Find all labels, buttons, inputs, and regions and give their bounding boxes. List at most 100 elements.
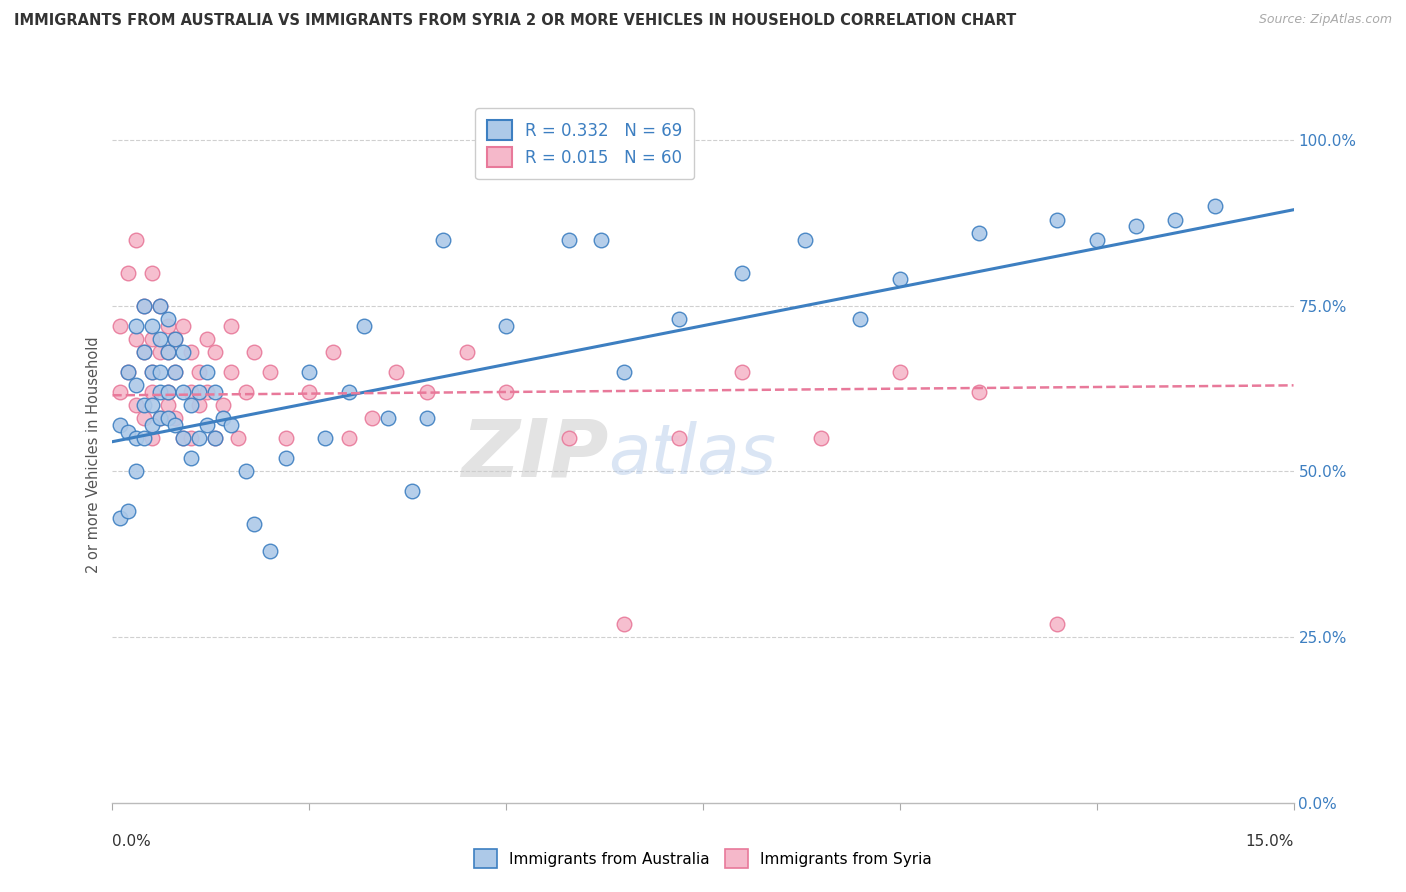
Point bbox=[132, 411, 155, 425]
Point bbox=[132, 345, 155, 359]
Point bbox=[377, 411, 399, 425]
Point bbox=[141, 266, 163, 280]
Point bbox=[298, 384, 321, 399]
Point bbox=[110, 318, 132, 333]
Point bbox=[165, 365, 187, 379]
Point bbox=[731, 266, 754, 280]
Point bbox=[149, 411, 172, 425]
Point bbox=[613, 365, 636, 379]
Point bbox=[180, 398, 202, 412]
Point bbox=[172, 345, 194, 359]
Point bbox=[456, 345, 478, 359]
Point bbox=[259, 365, 281, 379]
Point bbox=[141, 332, 163, 346]
Point bbox=[322, 345, 344, 359]
Point bbox=[195, 332, 218, 346]
Point bbox=[180, 345, 202, 359]
Point bbox=[125, 465, 148, 479]
Point bbox=[243, 517, 266, 532]
Point bbox=[219, 418, 242, 433]
Point bbox=[141, 398, 163, 412]
Point bbox=[188, 365, 211, 379]
Point bbox=[188, 398, 211, 412]
Point bbox=[1046, 616, 1069, 631]
Point bbox=[172, 431, 194, 445]
Point bbox=[165, 332, 187, 346]
Point bbox=[110, 511, 132, 525]
Point bbox=[172, 431, 194, 445]
Point bbox=[117, 365, 139, 379]
Point bbox=[188, 384, 211, 399]
Point bbox=[149, 332, 172, 346]
Point bbox=[810, 431, 832, 445]
Point bbox=[1204, 199, 1226, 213]
Point bbox=[180, 431, 202, 445]
Point bbox=[156, 318, 179, 333]
Point bbox=[141, 431, 163, 445]
Point bbox=[117, 504, 139, 518]
Point bbox=[235, 465, 257, 479]
Legend: R = 0.332   N = 69, R = 0.015   N = 60: R = 0.332 N = 69, R = 0.015 N = 60 bbox=[475, 109, 695, 179]
Point bbox=[125, 332, 148, 346]
Point bbox=[156, 384, 179, 399]
Point bbox=[967, 226, 990, 240]
Point bbox=[132, 299, 155, 313]
Point bbox=[1046, 212, 1069, 227]
Point bbox=[211, 411, 233, 425]
Point bbox=[156, 312, 179, 326]
Point bbox=[219, 365, 242, 379]
Point bbox=[1085, 233, 1108, 247]
Point bbox=[149, 411, 172, 425]
Point bbox=[195, 384, 218, 399]
Point bbox=[141, 418, 163, 433]
Point bbox=[967, 384, 990, 399]
Point bbox=[125, 398, 148, 412]
Point bbox=[228, 431, 250, 445]
Point bbox=[165, 365, 187, 379]
Text: atlas: atlas bbox=[609, 421, 776, 489]
Point bbox=[141, 365, 163, 379]
Point bbox=[416, 384, 439, 399]
Point bbox=[156, 345, 179, 359]
Legend: Immigrants from Australia, Immigrants from Syria: Immigrants from Australia, Immigrants fr… bbox=[467, 841, 939, 875]
Text: IMMIGRANTS FROM AUSTRALIA VS IMMIGRANTS FROM SYRIA 2 OR MORE VEHICLES IN HOUSEHO: IMMIGRANTS FROM AUSTRALIA VS IMMIGRANTS … bbox=[14, 13, 1017, 29]
Point bbox=[149, 365, 172, 379]
Point bbox=[558, 233, 581, 247]
Point bbox=[1125, 219, 1147, 234]
Text: 15.0%: 15.0% bbox=[1246, 834, 1294, 849]
Point bbox=[165, 332, 187, 346]
Point bbox=[172, 384, 194, 399]
Point bbox=[204, 431, 226, 445]
Point bbox=[125, 318, 148, 333]
Point bbox=[117, 425, 139, 439]
Y-axis label: 2 or more Vehicles in Household: 2 or more Vehicles in Household bbox=[86, 336, 101, 574]
Point bbox=[298, 365, 321, 379]
Point bbox=[731, 365, 754, 379]
Point bbox=[156, 345, 179, 359]
Point bbox=[149, 299, 172, 313]
Point bbox=[172, 318, 194, 333]
Point bbox=[361, 411, 384, 425]
Point bbox=[149, 384, 172, 399]
Point bbox=[132, 398, 155, 412]
Point bbox=[149, 299, 172, 313]
Point bbox=[132, 345, 155, 359]
Point bbox=[125, 233, 148, 247]
Point bbox=[274, 451, 297, 466]
Point bbox=[613, 616, 636, 631]
Point bbox=[188, 431, 211, 445]
Point bbox=[385, 365, 408, 379]
Point bbox=[125, 378, 148, 392]
Point bbox=[141, 365, 163, 379]
Point bbox=[195, 365, 218, 379]
Point bbox=[125, 431, 148, 445]
Text: 0.0%: 0.0% bbox=[112, 834, 152, 849]
Point bbox=[156, 411, 179, 425]
Point bbox=[180, 384, 202, 399]
Point bbox=[110, 384, 132, 399]
Point bbox=[211, 398, 233, 412]
Point bbox=[794, 233, 817, 247]
Point bbox=[180, 451, 202, 466]
Point bbox=[149, 345, 172, 359]
Point bbox=[141, 318, 163, 333]
